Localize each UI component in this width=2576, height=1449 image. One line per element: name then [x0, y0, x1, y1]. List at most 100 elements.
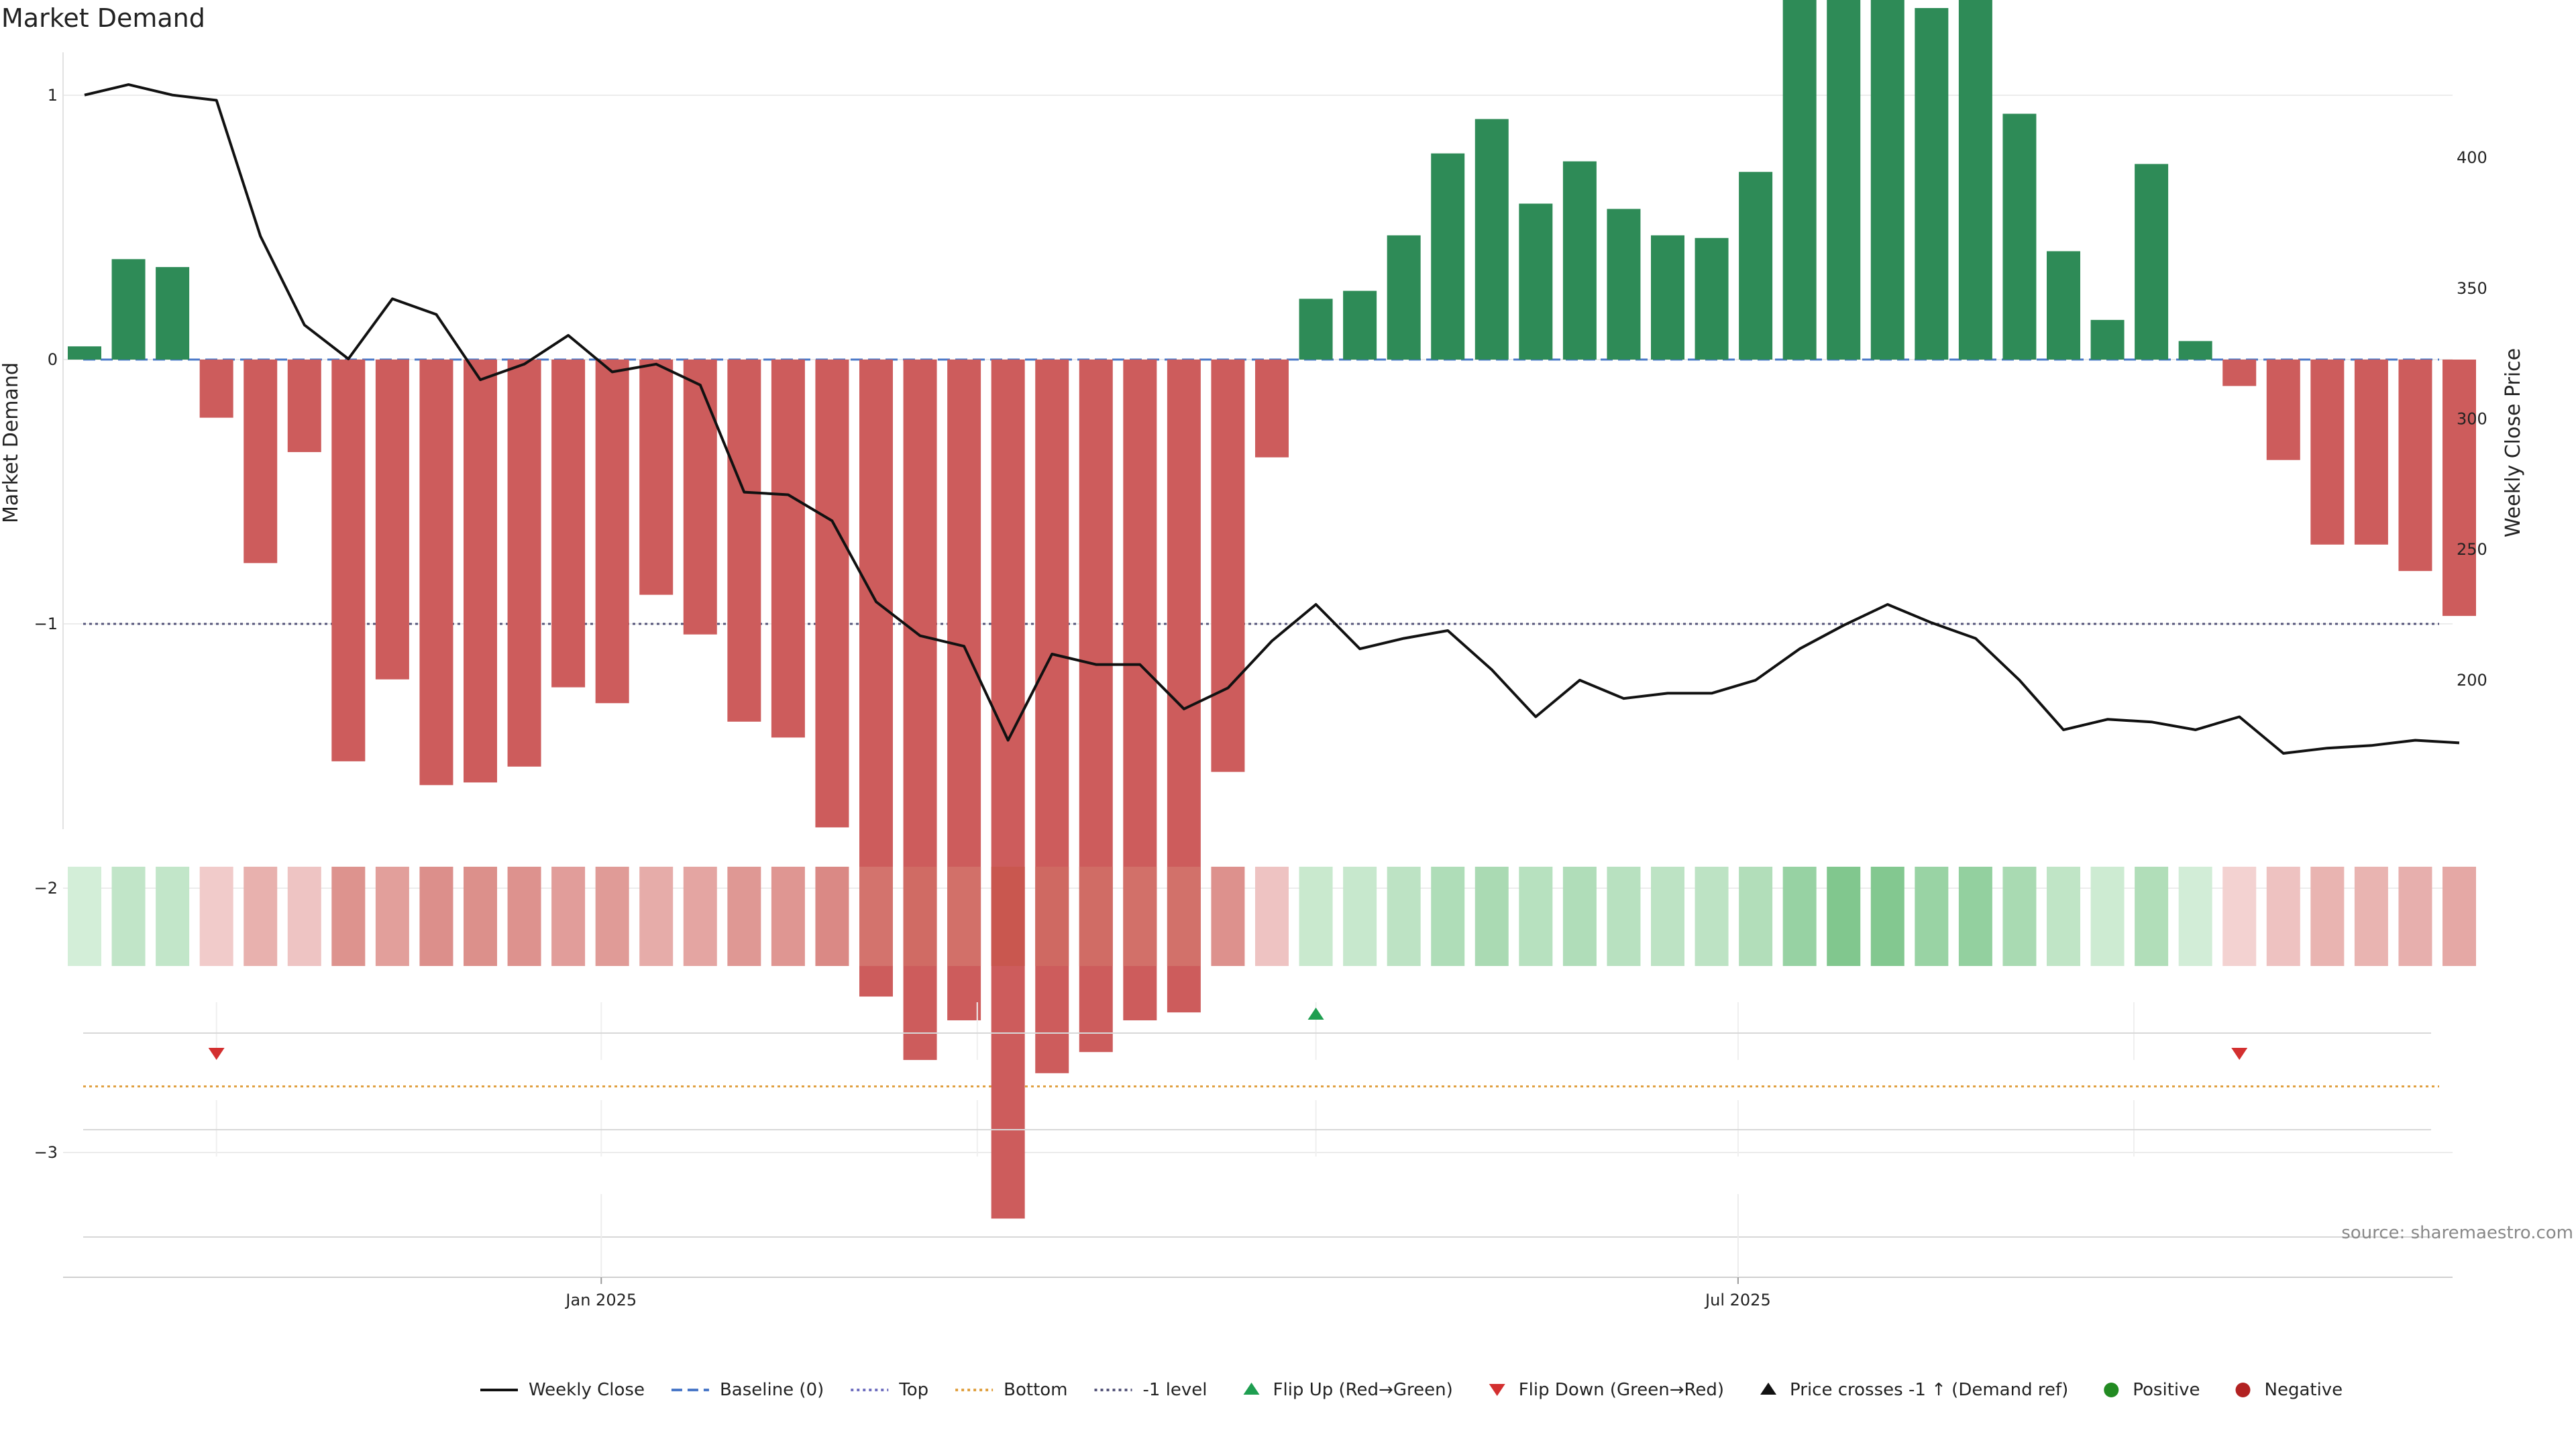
- heatmap-cell: [947, 867, 981, 966]
- flip-down-marker: [2231, 1048, 2248, 1060]
- demand-bar: [771, 360, 805, 738]
- heatmap-cell: [1651, 867, 1684, 966]
- legend-label: -1 level: [1143, 1380, 1208, 1400]
- heatmap-cell: [1915, 867, 1949, 966]
- demand-bar: [2222, 360, 2257, 386]
- legend-label: Negative: [2265, 1380, 2343, 1400]
- legend-item: Flip Down (Green→Red): [1489, 1380, 1724, 1400]
- demand-bar: [375, 360, 409, 680]
- heatmap-cell: [595, 867, 629, 966]
- heatmap-cell: [375, 867, 409, 966]
- price-line: [84, 83, 2460, 755]
- y2-tick-label: 250: [2457, 540, 2487, 559]
- demand-bar: [815, 360, 849, 828]
- demand-bar: [1958, 0, 1992, 360]
- legend-item: Top: [851, 1380, 928, 1400]
- heatmap-cell: [2266, 867, 2300, 966]
- legend-item: Flip Up (Red→Green): [1243, 1380, 1453, 1400]
- demand-bar: [2135, 164, 2169, 360]
- demand-bar: [2047, 251, 2080, 360]
- demand-bar: [991, 360, 1025, 1219]
- heatmap-cell: [1123, 867, 1157, 966]
- heatmap-cell: [1562, 867, 1597, 966]
- heatmap-cell: [771, 867, 805, 966]
- legend-swatch: [1760, 1383, 1777, 1395]
- heatmap-cell: [331, 867, 366, 966]
- heatmap-cell: [2222, 867, 2257, 966]
- legend-item: Negative: [2235, 1380, 2343, 1400]
- heatmap-cell: [68, 867, 101, 966]
- legend-item: Baseline (0): [671, 1380, 824, 1400]
- flip-up-marker: [1307, 1008, 1324, 1020]
- demand-bar: [331, 360, 366, 761]
- heatmap-cell: [1211, 867, 1245, 966]
- demand-bar: [1431, 153, 1465, 360]
- heatmap-cell: [244, 867, 278, 966]
- legend-label: Weekly Close: [529, 1380, 645, 1400]
- date-axis: Jan 2025 Jul 2025: [63, 1194, 2453, 1309]
- heatmap-cell: [1167, 867, 1201, 966]
- legend-label: Flip Up (Red→Green): [1273, 1380, 1453, 1400]
- y-axis-label: Market Demand: [0, 362, 23, 523]
- heatmap-cell: [2002, 867, 2037, 966]
- legend-swatch: [1489, 1384, 1505, 1396]
- demand-bar: [1035, 360, 1069, 1073]
- demand-bar: [2002, 113, 2037, 360]
- demand-bar: [1870, 0, 1904, 360]
- legend-label: Price crosses -1 ↑ (Demand ref): [1790, 1380, 2068, 1400]
- demand-bar: [1299, 299, 1333, 360]
- heatmap-cell: [639, 867, 674, 966]
- legend-label: Bottom: [1004, 1380, 1067, 1400]
- heatmap-cell: [1958, 867, 1992, 966]
- legend-label: Flip Down (Green→Red): [1519, 1380, 1724, 1400]
- heatmap-cell: [1607, 867, 1641, 966]
- demand-bar: [2310, 360, 2345, 545]
- demand-bar: [1827, 0, 1861, 360]
- y2-tick-label: 300: [2457, 410, 2487, 429]
- heatmap-cell: [507, 867, 541, 966]
- demand-bar: [1562, 161, 1597, 360]
- demand-bar: [1651, 235, 1684, 360]
- heatmap-cell: [1343, 867, 1377, 966]
- demand-bar: [156, 267, 190, 360]
- heatmap-cell: [2310, 867, 2345, 966]
- heatmap-strip: [68, 867, 2476, 966]
- demand-bar: [1255, 360, 1289, 458]
- legend-swatch: [1243, 1383, 1260, 1395]
- demand-bar: [2090, 319, 2125, 360]
- demand-bar: [287, 360, 321, 452]
- heatmap-cell: [199, 867, 233, 966]
- demand-bar: [2178, 341, 2212, 360]
- legend-item: Price crosses -1 ↑ (Demand ref): [1760, 1380, 2068, 1400]
- heatmap-cell: [1519, 867, 1553, 966]
- heatmap-cell: [683, 867, 717, 966]
- y-tick-label: −1: [34, 614, 58, 633]
- demand-bar: [2354, 360, 2388, 545]
- heatmap-cell: [464, 867, 497, 966]
- demand-bar: [1607, 209, 1641, 360]
- heatmap-cell: [2090, 867, 2125, 966]
- y-tick-label: 0: [48, 350, 58, 369]
- heatmap-cell: [1870, 867, 1904, 966]
- legend-item: -1 level: [1094, 1380, 1208, 1400]
- demand-bar: [595, 360, 629, 704]
- event-panels: [83, 1002, 2431, 1238]
- heatmap-cell: [2354, 867, 2388, 966]
- price-line-group: [84, 83, 2460, 755]
- demand-bar: [1474, 119, 1509, 360]
- demand-bar: [111, 259, 146, 360]
- demand-bar: [1739, 172, 1773, 360]
- heatmap-cell: [1474, 867, 1509, 966]
- legend-label: Baseline (0): [720, 1380, 824, 1400]
- heatmap-cell: [1431, 867, 1465, 966]
- y-tick-label: 1: [48, 86, 58, 105]
- demand-bar: [2398, 360, 2432, 572]
- date-tick-label: Jul 2025: [1704, 1291, 1771, 1309]
- demand-bar: [1782, 0, 1817, 360]
- heatmap-cell: [1827, 867, 1861, 966]
- demand-bar: [464, 360, 497, 783]
- date-tick-label: Jan 2025: [564, 1291, 637, 1309]
- demand-bar: [1915, 7, 1949, 360]
- demand-bar: [639, 360, 674, 595]
- heatmap-cell: [727, 867, 761, 966]
